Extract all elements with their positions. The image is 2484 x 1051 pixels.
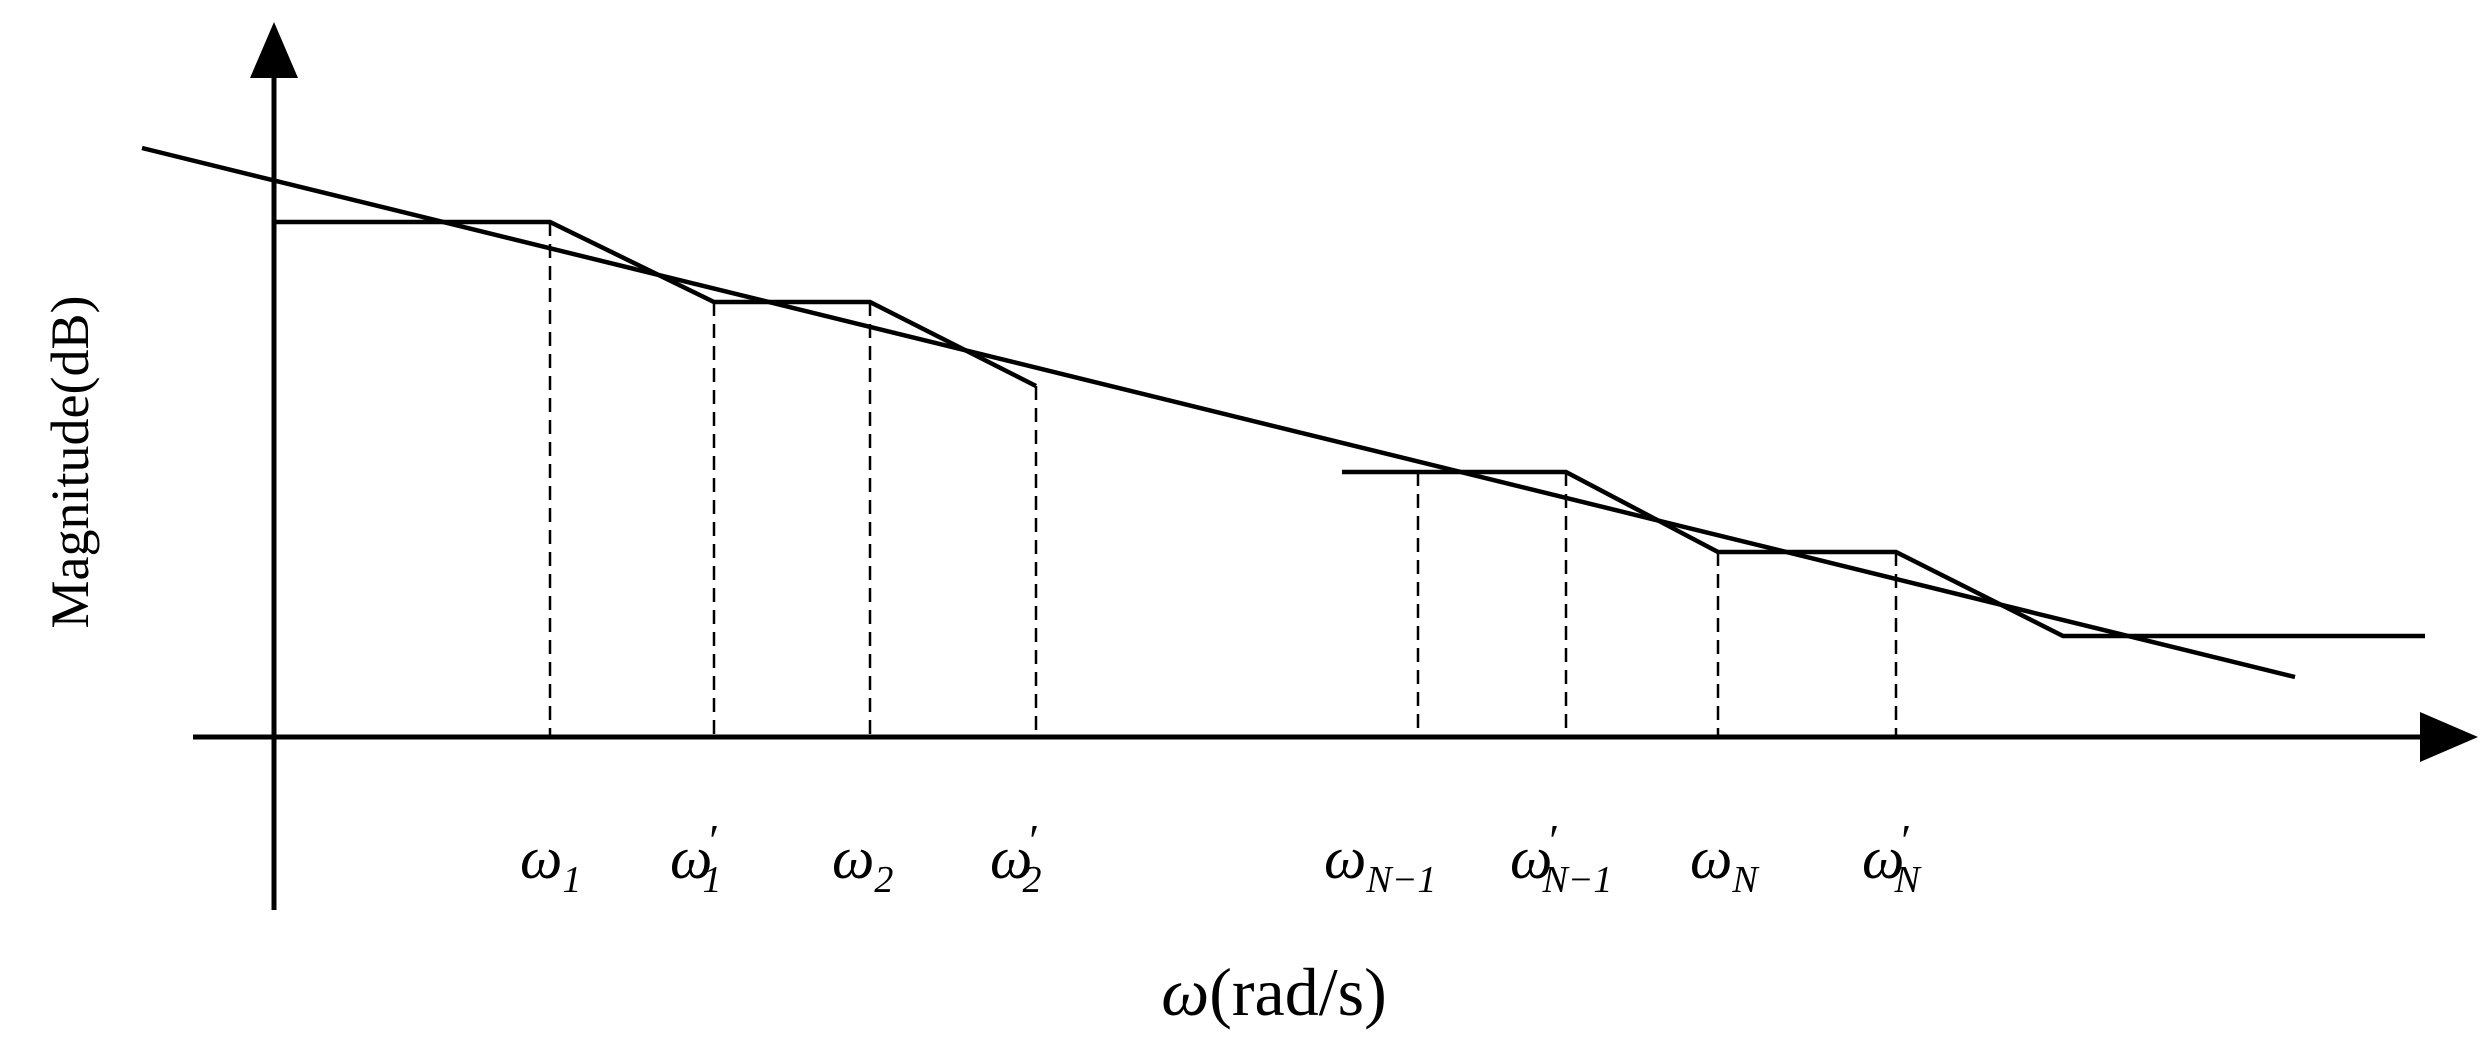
x-axis-arrowhead [2420, 712, 2478, 762]
tick-label: ω1 [520, 825, 581, 901]
tick-labels: ω1 ω′ 1 ω2 ω′ 2 ωN−1 ω′ N−1 ωN ω′ N [520, 815, 1922, 901]
tick-label: ω2 [832, 825, 893, 901]
asymptote-line [141, 145, 2296, 680]
staircase-segment-1 [274, 219, 1038, 389]
tick-label: ω′ N [1862, 815, 1922, 901]
tick-label: ω′ 2 [990, 815, 1041, 901]
staircase-approximation [274, 219, 2425, 639]
tick-label: ω′ 1 [670, 815, 721, 901]
tick-label: ω′ N−1 [1510, 815, 1612, 901]
staircase-segment-2 [1342, 469, 2425, 639]
axes [193, 70, 2425, 910]
y-axis-label: Magnitude(dB) [40, 296, 100, 629]
drop-lines [548, 222, 1898, 737]
x-axis-label: ω(rad/s) [1161, 954, 1387, 1030]
tick-label: ωN [1690, 825, 1760, 901]
y-axis-arrowhead [250, 22, 298, 78]
tick-label: ωN−1 [1324, 825, 1436, 901]
